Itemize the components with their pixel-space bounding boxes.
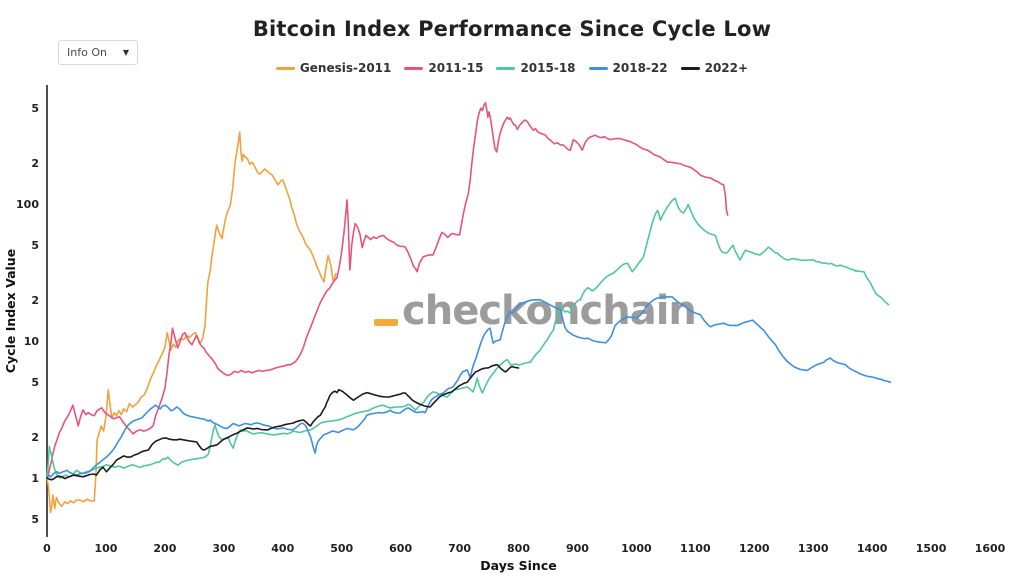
x-axis-title: Days Since xyxy=(480,558,556,573)
legend-swatch-icon xyxy=(275,66,295,70)
chevron-down-icon: ▼ xyxy=(122,48,129,57)
x-tick-label: 0 xyxy=(43,542,51,555)
chart-title: Bitcoin Index Performance Since Cycle Lo… xyxy=(252,17,772,41)
x-tick-label: 400 xyxy=(271,542,294,555)
series-line-genesis-2011 xyxy=(46,131,337,514)
x-tick-label: 800 xyxy=(507,542,530,555)
legend-swatch-icon xyxy=(496,66,516,70)
y-tick-label: 2 xyxy=(31,431,39,444)
y-tick-label: 1 xyxy=(31,472,39,485)
y-tick-label: 5 xyxy=(31,239,39,252)
legend-item-2022-[interactable]: 2022+ xyxy=(680,61,749,75)
legend-swatch-icon xyxy=(588,66,608,70)
legend-label: 2022+ xyxy=(704,61,749,75)
x-tick-label: 1300 xyxy=(798,542,829,555)
legend-item-2018-22[interactable]: 2018-22 xyxy=(588,61,668,75)
x-tick-label: 1100 xyxy=(680,542,711,555)
legend-item-2011-15[interactable]: 2011-15 xyxy=(404,61,483,75)
legend-label: 2011-15 xyxy=(428,61,484,75)
y-tick-label: 100 xyxy=(16,198,39,211)
x-tick-label: 1000 xyxy=(621,542,652,555)
x-tick-label: 100 xyxy=(94,542,117,555)
chart-legend: Genesis-2011 2011-15 2015-18 2018-22 2022+ xyxy=(0,61,1024,75)
y-axis-title: Cycle Index Value xyxy=(3,249,18,373)
x-tick-label: 700 xyxy=(448,542,471,555)
legend-swatch-icon xyxy=(680,66,700,70)
y-tick-label: 5 xyxy=(31,102,39,115)
legend-item-2015-18[interactable]: 2015-18 xyxy=(496,61,576,75)
legend-label: 2015-18 xyxy=(520,61,576,75)
x-tick-label: 1200 xyxy=(739,542,770,555)
x-tick-label: 600 xyxy=(389,542,412,555)
y-tick-label: 5 xyxy=(31,513,39,526)
y-tick-label: 10 xyxy=(24,335,40,348)
legend-label: 2018-22 xyxy=(612,61,668,75)
x-tick-label: 1500 xyxy=(916,542,947,555)
x-tick-label: 300 xyxy=(212,542,235,555)
info-dropdown-label: Info On xyxy=(67,46,107,59)
series-line-2022- xyxy=(46,364,520,481)
x-tick-label: 500 xyxy=(330,542,353,555)
legend-item-genesis-2011[interactable]: Genesis-2011 xyxy=(275,61,392,75)
x-tick-label: 1400 xyxy=(857,542,888,555)
x-tick-label: 200 xyxy=(153,542,176,555)
series-line-2015-18 xyxy=(46,197,890,479)
x-tick-label: 1600 xyxy=(975,542,1006,555)
series-line-2011-15 xyxy=(46,101,729,479)
legend-swatch-icon xyxy=(404,66,424,70)
x-tick-label: 900 xyxy=(566,542,589,555)
y-tick-label: 2 xyxy=(31,157,39,170)
y-tick-label: 5 xyxy=(31,376,39,389)
series-line-2018-22 xyxy=(46,296,892,479)
legend-label: Genesis-2011 xyxy=(299,61,392,75)
y-tick-label: 2 xyxy=(31,294,39,307)
info-dropdown[interactable]: Info On ▼ xyxy=(58,40,138,65)
